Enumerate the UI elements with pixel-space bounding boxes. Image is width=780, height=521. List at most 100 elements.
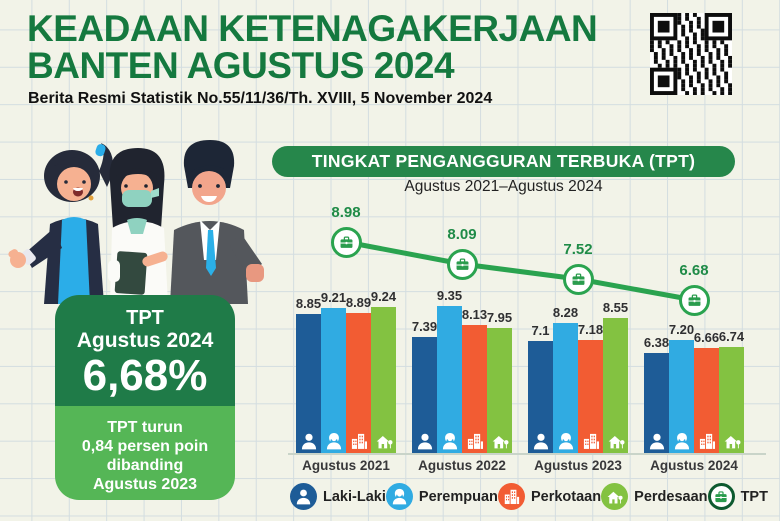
bar-perkotaan-agustus-2023 <box>578 340 603 453</box>
legend-item-perkotaan: Perkotaan <box>497 483 602 510</box>
female-icon <box>674 433 689 450</box>
tpt-marker <box>562 263 594 295</box>
city-icon <box>504 489 520 505</box>
city-icon <box>351 433 367 449</box>
briefcase-icon <box>572 272 584 285</box>
tpt-box-label: TPT <box>126 307 164 329</box>
legend-item-laki-laki: Laki-Laki <box>290 483 386 510</box>
tpt-marker <box>678 284 710 316</box>
bar-value-label: 6.66 <box>693 330 720 345</box>
city-icon <box>699 433 715 449</box>
bar-value-label: 7.1 <box>531 323 550 338</box>
legend-item-perdesaan: Perdesaan <box>601 483 708 510</box>
male-icon <box>649 433 664 450</box>
female-icon-wrap <box>556 431 576 451</box>
male-icon <box>417 433 432 450</box>
bar-value-label: 7.18 <box>577 322 604 337</box>
chart-legend: Laki-Laki Perempuan Perkotaan Perdesaan TPT <box>290 483 768 510</box>
tpt-value-label: 7.52 <box>563 241 593 258</box>
briefcase-icon <box>715 490 727 502</box>
bar-value-label: 7.39 <box>411 319 438 334</box>
bar-value-label: 6.74 <box>718 329 745 344</box>
bar-value-label: 8.13 <box>461 307 488 322</box>
female-icon <box>442 433 457 450</box>
bar-perempuan-agustus-2024 <box>669 340 694 453</box>
tpt-highlight-box: TPT Agustus 2024 6,68% TPT turun 0,84 pe… <box>55 295 235 500</box>
legend-icon <box>707 483 735 510</box>
tpt-note-line: TPT turun <box>107 419 183 436</box>
bar-value-label: 8.28 <box>552 305 579 320</box>
legend-icon <box>497 483 525 510</box>
bar-laki-laki-agustus-2021 <box>296 314 321 453</box>
legend-label: Perdesaan <box>634 488 708 505</box>
release-subtitle: Berita Resmi Statistik No.55/11/36/Th. X… <box>28 90 493 107</box>
nurse-figure <box>108 148 168 304</box>
city-icon-wrap <box>465 431 485 451</box>
bar-value-label: 9.21 <box>320 290 347 305</box>
bar-perkotaan-agustus-2021 <box>346 313 371 453</box>
bar-perdesaan-agustus-2024 <box>719 347 744 453</box>
bar-value-label: 7.20 <box>668 322 695 337</box>
bar-value-label: 8.55 <box>602 300 629 315</box>
tpt-box-period: Agustus 2024 <box>76 329 214 352</box>
legend-label: Laki-Laki <box>323 488 386 505</box>
village-icon-wrap <box>606 431 626 451</box>
legend-label: Perempuan <box>418 488 498 505</box>
legend-icon <box>290 483 317 510</box>
legend-label: Perkotaan <box>530 488 602 505</box>
bar-value-label: 9.35 <box>436 288 463 303</box>
tpt-note-line: 0,84 persen poin <box>81 438 209 455</box>
bar-value-label: 7.95 <box>486 310 513 325</box>
x-axis-label: Agustus 2023 <box>534 458 622 473</box>
bar-laki-laki-agustus-2022 <box>412 337 437 453</box>
village-icon <box>724 436 740 449</box>
bar-laki-laki-agustus-2024 <box>644 353 669 453</box>
male-icon-wrap <box>647 431 667 451</box>
male-icon <box>533 433 548 450</box>
x-axis-label: Agustus 2022 <box>418 458 506 473</box>
tpt-marker <box>330 226 362 258</box>
bar-perempuan-agustus-2021 <box>321 308 346 453</box>
x-axis-label: Agustus 2021 <box>302 458 390 473</box>
city-icon <box>467 433 483 449</box>
bar-perkotaan-agustus-2022 <box>462 325 487 453</box>
tpt-box-value: 6,68% <box>82 351 208 400</box>
legend-icon <box>385 483 413 510</box>
village-icon-wrap <box>722 431 742 451</box>
tpt-box-top: TPT Agustus 2024 6,68% <box>55 295 235 406</box>
bar-perempuan-agustus-2022 <box>437 306 462 453</box>
village-icon-wrap <box>374 431 394 451</box>
legend-item-tpt: TPT <box>707 483 768 510</box>
female-icon-wrap <box>324 431 344 451</box>
bar-perempuan-agustus-2023 <box>553 323 578 453</box>
bar-perdesaan-agustus-2023 <box>603 318 628 453</box>
chart-baseline <box>288 453 766 455</box>
briefcase-icon <box>456 257 468 270</box>
male-icon-wrap <box>415 431 435 451</box>
bar-perdesaan-agustus-2022 <box>487 328 512 453</box>
x-axis-label: Agustus 2024 <box>650 458 738 473</box>
bar-perdesaan-agustus-2021 <box>371 307 396 453</box>
male-icon-wrap <box>299 431 319 451</box>
tpt-value-label: 8.09 <box>447 226 477 243</box>
village-icon <box>492 436 508 449</box>
briefcase-icon <box>340 235 352 248</box>
village-icon <box>607 491 623 504</box>
legend-icon <box>601 483 629 510</box>
village-icon-wrap <box>490 431 510 451</box>
city-icon-wrap <box>697 431 717 451</box>
people-illustration <box>8 140 264 304</box>
male-icon <box>296 489 311 505</box>
briefcase-icon <box>688 293 700 306</box>
man-figure <box>170 140 264 304</box>
qr-code-icon <box>650 13 732 95</box>
tpt-box-note: TPT turun 0,84 persen poin dibanding Agu… <box>55 406 235 500</box>
page-title-line1: KEADAAN KETENAGAKERJAAN <box>27 8 598 49</box>
girl-figure <box>8 143 114 304</box>
tpt-value-label: 8.98 <box>331 204 361 221</box>
bar-perkotaan-agustus-2024 <box>694 348 719 453</box>
female-icon <box>326 433 341 450</box>
female-icon <box>558 433 573 450</box>
female-icon-wrap <box>672 431 692 451</box>
page-title-line2: BANTEN AGUSTUS 2024 <box>27 45 455 86</box>
